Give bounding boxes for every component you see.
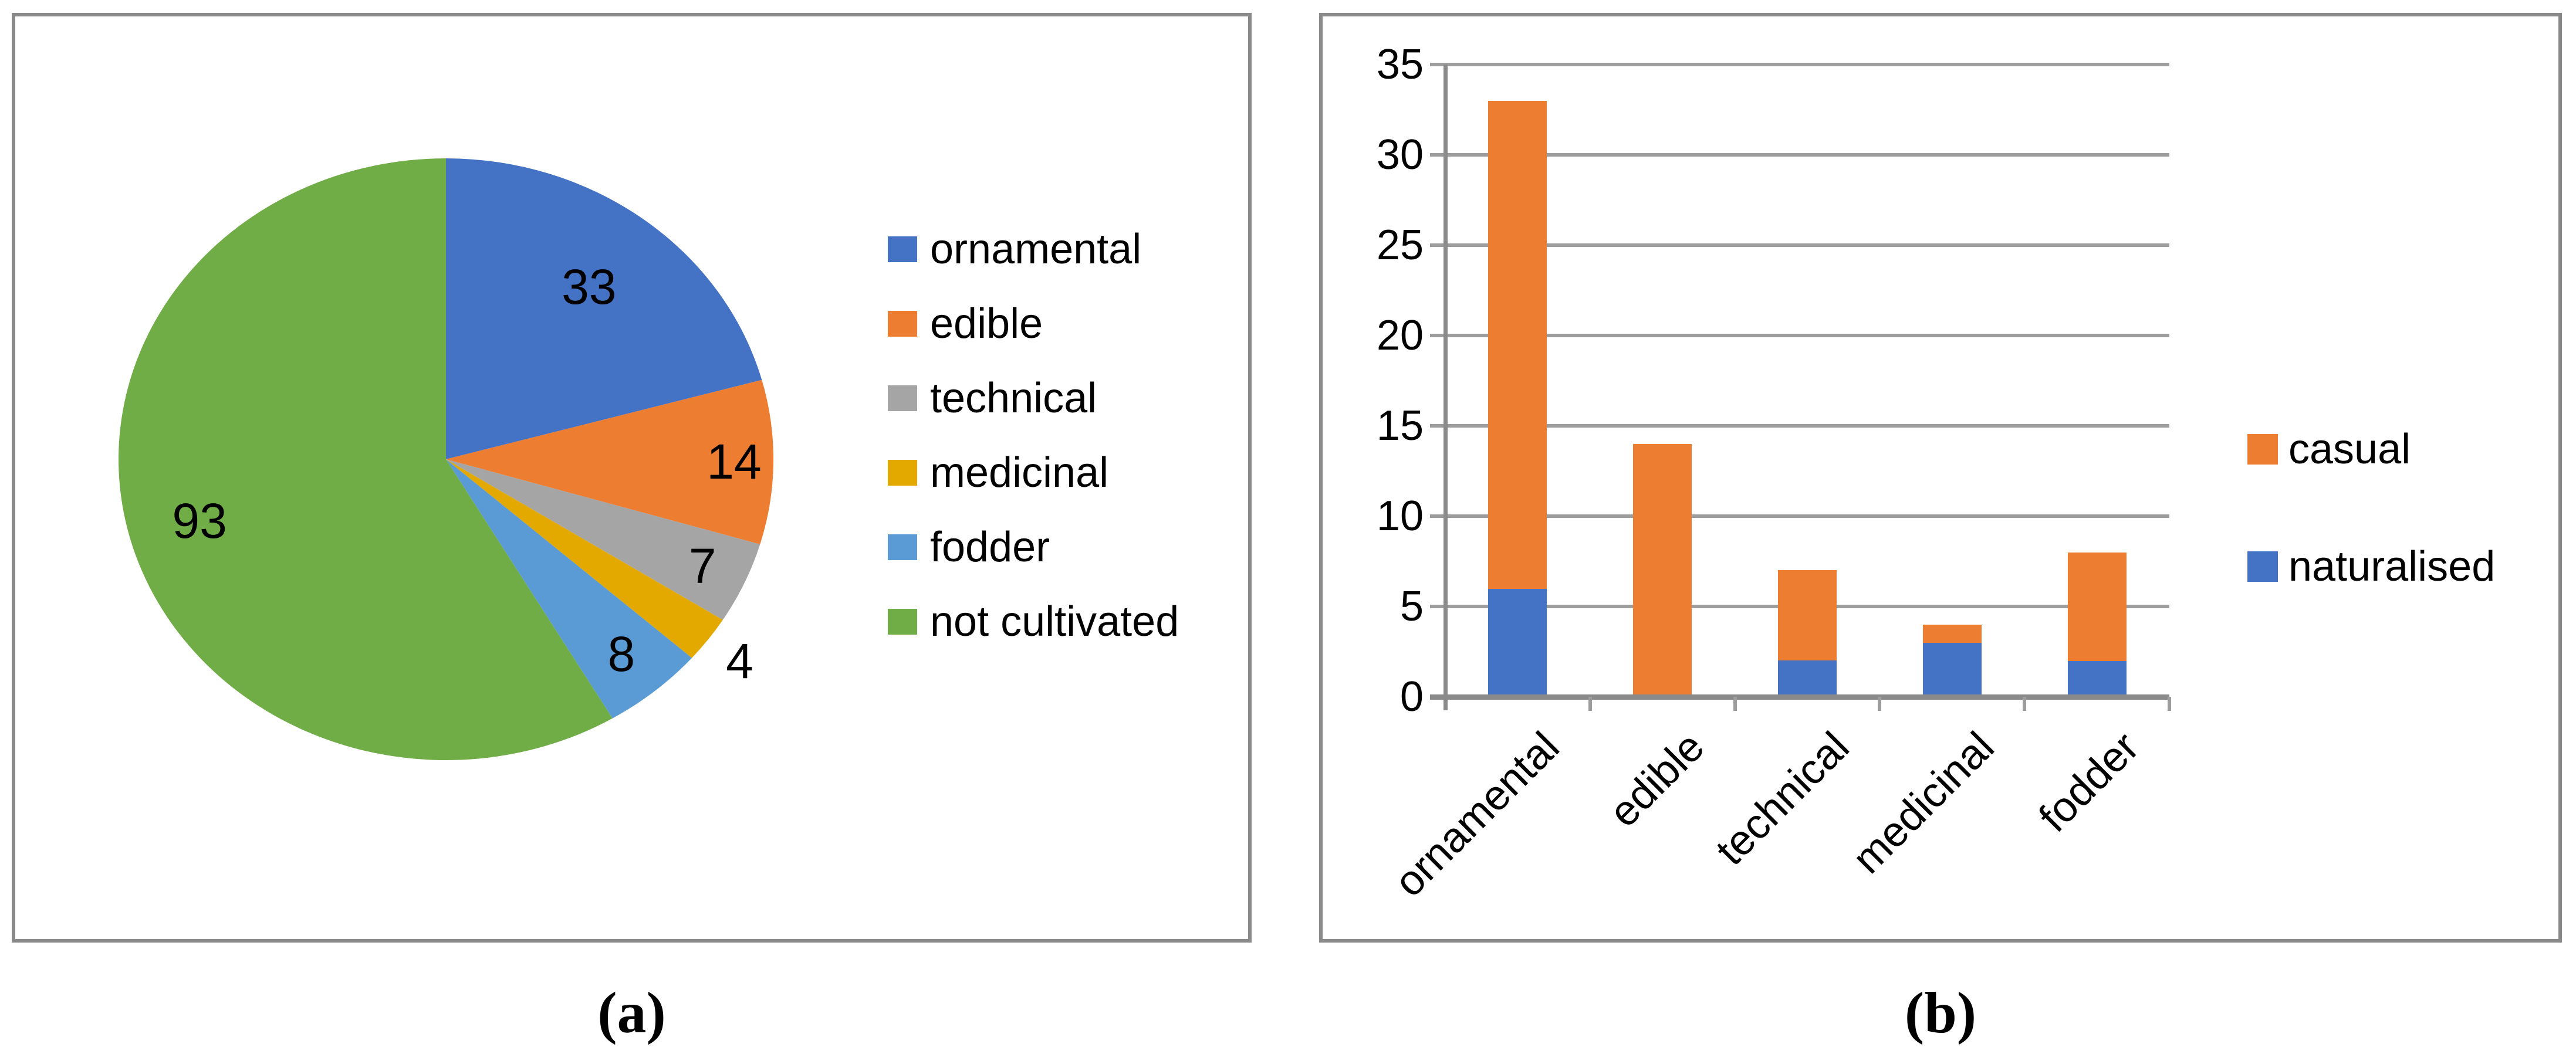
x-axis-tick — [1588, 697, 1592, 711]
pie-slice-not-cultivated — [119, 158, 613, 760]
y-axis-tick — [1430, 424, 1445, 428]
bar-segment-naturalised-ornamental — [1488, 588, 1547, 697]
legend-label: medicinal — [930, 449, 1109, 496]
y-axis-tick — [1430, 153, 1445, 157]
y-axis-line — [1443, 65, 1448, 710]
bar-segment-naturalised-fodder — [2068, 660, 2127, 697]
y-axis-tick — [1430, 605, 1445, 608]
legend-swatch-edible — [888, 311, 917, 337]
bar-segment-casual-medicinal — [1923, 625, 1982, 643]
gridline — [1445, 514, 2169, 518]
y-axis-label: 15 — [1376, 402, 1424, 449]
panel-b-bar-chart: 0 5 10 15 20 25 30 35 ornamental edible technical m… — [1319, 13, 2562, 943]
y-axis-tick — [1430, 334, 1445, 337]
y-axis-label: 30 — [1376, 131, 1424, 178]
gridline — [1445, 334, 2169, 337]
legend-swatch-medicinal — [888, 460, 917, 486]
legend-label: naturalised — [2288, 543, 2496, 590]
gridline — [1445, 63, 2169, 66]
legend-item-casual: casual — [2247, 426, 2411, 473]
legend-label: casual — [2288, 426, 2411, 473]
legend-swatch-casual — [2247, 434, 2278, 465]
legend-swatch-ornamental — [888, 236, 917, 262]
pie-slice-fodder — [446, 459, 692, 719]
pie-slice-ornamental — [446, 158, 762, 459]
pie-slice-edible — [446, 379, 774, 544]
y-axis-label: 0 — [1399, 673, 1424, 720]
legend-swatch-technical — [888, 385, 917, 411]
pie-data-label: 14 — [706, 434, 762, 490]
pie-chart — [119, 158, 774, 760]
legend-label: not cultivated — [930, 598, 1179, 645]
y-axis-label: 25 — [1376, 222, 1424, 269]
x-axis-label-edible: edible — [1600, 723, 1713, 836]
legend-item-ornamental: ornamental — [888, 226, 1141, 273]
legend-item-not-cultivated: not cultivated — [888, 598, 1179, 645]
legend-item-edible: edible — [888, 300, 1043, 347]
x-axis-line — [1430, 694, 2169, 700]
x-axis-tick — [2168, 697, 2171, 711]
bar-segment-casual-ornamental — [1488, 101, 1547, 589]
pie-data-label: 33 — [562, 259, 617, 315]
caption-b: (b) — [1904, 980, 1977, 1045]
x-axis-label-technical: technical — [1707, 723, 1858, 875]
y-axis-tick — [1430, 63, 1445, 66]
bar-segment-casual-technical — [1778, 570, 1837, 660]
gridline — [1445, 424, 2169, 428]
pie-data-label: 4 — [726, 633, 753, 689]
gridline — [1445, 153, 2169, 157]
legend-item-fodder: fodder — [888, 524, 1050, 571]
x-axis-label-medicinal: medicinal — [1843, 723, 2003, 883]
y-axis-label: 20 — [1376, 312, 1424, 359]
y-axis-tick — [1430, 514, 1445, 518]
x-axis-tick — [2023, 697, 2026, 711]
bar-segment-casual-fodder — [2068, 553, 2127, 661]
y-axis-label: 5 — [1399, 583, 1424, 630]
bar-segment-naturalised-technical — [1778, 660, 1837, 697]
legend-item-naturalised: naturalised — [2247, 543, 2495, 590]
pie-data-label: 7 — [688, 538, 716, 594]
y-axis-label: 10 — [1376, 493, 1424, 540]
legend-swatch-not-cultivated — [888, 609, 917, 635]
panel-a-pie-chart: 33 14 7 4 8 93 ornamental edible technical medic… — [12, 13, 1252, 943]
legend-label: ornamental — [930, 226, 1142, 273]
legend-swatch-naturalised — [2247, 551, 2278, 582]
gridline — [1445, 243, 2169, 247]
legend-label: edible — [930, 300, 1043, 347]
x-axis-label-ornamental: ornamental — [1385, 723, 1568, 906]
x-axis-tick — [1878, 697, 1881, 711]
pie-data-label: 8 — [607, 626, 635, 682]
pie-slice-technical — [446, 459, 760, 620]
y-axis-tick — [1430, 243, 1445, 247]
bar-segment-naturalised-medicinal — [1923, 643, 1982, 697]
y-axis-label: 35 — [1376, 41, 1424, 88]
legend-item-medicinal: medicinal — [888, 449, 1108, 496]
x-axis-label-fodder: fodder — [2030, 723, 2148, 841]
legend-swatch-fodder — [888, 534, 917, 560]
legend-label: technical — [930, 375, 1097, 422]
legend-item-technical: technical — [888, 375, 1097, 422]
legend-label: fodder — [930, 524, 1050, 571]
x-axis-tick — [1733, 697, 1737, 711]
pie-slice-medicinal — [446, 459, 723, 658]
caption-a: (a) — [597, 980, 666, 1045]
bar-segment-casual-edible — [1633, 444, 1692, 697]
pie-data-label: 93 — [172, 493, 227, 549]
